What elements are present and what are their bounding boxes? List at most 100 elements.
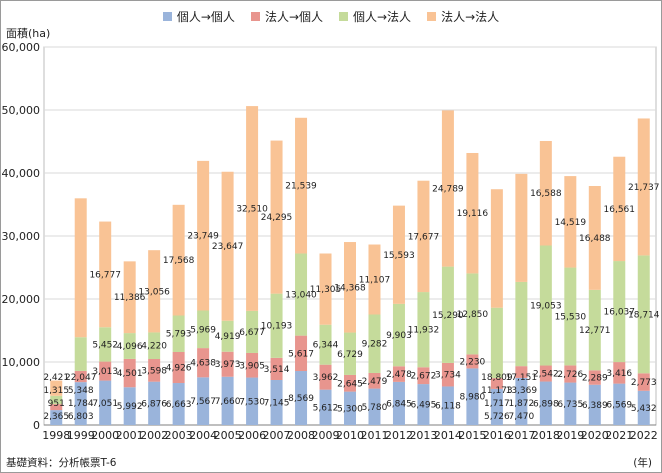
- data-label: 6,389: [582, 401, 608, 411]
- bar-segment: [172, 351, 185, 384]
- data-label: 15,290: [432, 311, 464, 321]
- bar-segment: [515, 377, 528, 425]
- data-label: 1,717: [484, 399, 510, 409]
- data-label: 6,118: [435, 402, 461, 412]
- bar-segment: [74, 370, 87, 383]
- data-label: 2,478: [386, 370, 412, 380]
- bar-segment: [221, 320, 234, 352]
- data-label: 1,315: [43, 386, 69, 396]
- data-label: 24,295: [261, 213, 293, 223]
- bar-segment: [539, 381, 552, 425]
- bar-segment: [148, 381, 161, 425]
- bar-segment: [441, 386, 454, 425]
- x-tick-label: 2015: [458, 429, 486, 442]
- data-label: 5,612: [313, 403, 339, 413]
- bar-segment: [637, 118, 650, 256]
- data-label: 6,663: [166, 400, 192, 410]
- data-label: 5,300: [337, 404, 363, 414]
- bar-segment: [637, 373, 650, 391]
- bar-segment: [197, 310, 210, 349]
- data-label: 15,593: [383, 251, 415, 261]
- bar-segment: [392, 366, 405, 382]
- data-label: 4,919: [215, 332, 241, 342]
- legend-label-1: 法人→個人: [264, 10, 323, 24]
- bar-segment: [588, 289, 601, 371]
- bar-segment: [392, 205, 405, 304]
- x-tick-label: 2007: [263, 429, 291, 442]
- bar-segment: [392, 381, 405, 425]
- y-tick-label: 30,000: [2, 230, 41, 243]
- bar-segment: [123, 261, 136, 334]
- bar-segment: [613, 362, 626, 384]
- data-label: 15,530: [555, 312, 587, 322]
- y-axis-label: 面積(ha): [6, 27, 51, 40]
- bar-segment: [246, 106, 259, 311]
- bar-segment: [417, 180, 430, 293]
- data-label: 6,729: [337, 350, 363, 360]
- bar-segment: [368, 244, 381, 315]
- data-label: 5,348: [68, 386, 94, 396]
- bar-segment: [466, 368, 479, 425]
- x-tick-label: 2017: [507, 429, 535, 442]
- data-label: 6,735: [557, 400, 583, 410]
- bar-segment: [613, 383, 626, 425]
- data-label: 12,771: [579, 326, 611, 336]
- data-label: 5,726: [484, 412, 510, 422]
- bar-segment: [441, 266, 454, 363]
- y-tick-label: 60,000: [2, 41, 41, 54]
- data-label: 3,598: [141, 366, 167, 376]
- data-label: 6,898: [533, 399, 559, 409]
- data-label: 2,726: [557, 370, 583, 380]
- data-label: 4,926: [166, 364, 192, 374]
- legend-item-2: 個人→法人: [339, 8, 411, 25]
- x-tick-label: 2014: [434, 429, 462, 442]
- x-axis-unit: (年): [633, 457, 652, 469]
- y-tick-label: 10,000: [2, 356, 41, 369]
- x-tick-label: 2003: [165, 429, 193, 442]
- data-label: 7,145: [264, 398, 290, 408]
- bar-segment: [319, 389, 332, 425]
- x-tick-label: 2000: [91, 429, 119, 442]
- bar-segment: [539, 245, 552, 366]
- bar-segment: [368, 388, 381, 425]
- data-label: 13,056: [138, 287, 170, 297]
- bar-segment: [50, 410, 63, 425]
- x-tick-label: 2002: [140, 429, 168, 442]
- bar-segment: [99, 361, 112, 381]
- x-tick-label: 1999: [67, 429, 95, 442]
- x-tick-label: 2020: [581, 429, 609, 442]
- x-tick-label: 2019: [556, 429, 584, 442]
- bar-segment: [295, 117, 308, 254]
- bar-segment: [270, 140, 283, 294]
- data-label: 21,539: [285, 182, 317, 192]
- bar-segment: [417, 384, 430, 425]
- bar-segment: [466, 354, 479, 369]
- data-label: 3,973: [215, 360, 241, 370]
- x-tick-label: 2008: [287, 429, 315, 442]
- bar-segment: [74, 337, 87, 371]
- data-label: 1,872: [508, 399, 534, 409]
- data-label: 11,932: [408, 326, 440, 336]
- data-label: 2,672: [411, 372, 437, 382]
- x-tick-label: 2018: [532, 429, 560, 442]
- data-label: 19,116: [457, 209, 489, 219]
- data-label: 11,305: [310, 285, 342, 295]
- bar-segment: [123, 387, 136, 425]
- data-label: 6,569: [606, 400, 632, 410]
- bar-segment: [539, 365, 552, 382]
- bar-segment: [490, 388, 503, 425]
- data-label: 3,905: [239, 361, 265, 371]
- data-label: 13,040: [285, 291, 317, 301]
- data-label: 9,282: [362, 340, 388, 350]
- data-label: 3,514: [264, 365, 290, 375]
- data-label: 5,432: [631, 404, 657, 414]
- data-label: 7,530: [239, 397, 265, 407]
- bar-segment: [588, 370, 601, 385]
- bar-segment: [490, 189, 503, 308]
- data-label: 5,969: [190, 325, 216, 335]
- data-label: 3,416: [606, 369, 632, 379]
- legend-label-2: 個人→法人: [353, 10, 412, 24]
- data-label: 5,617: [288, 349, 314, 359]
- data-label: 10,193: [261, 322, 293, 332]
- legend-swatch-1: [250, 12, 260, 21]
